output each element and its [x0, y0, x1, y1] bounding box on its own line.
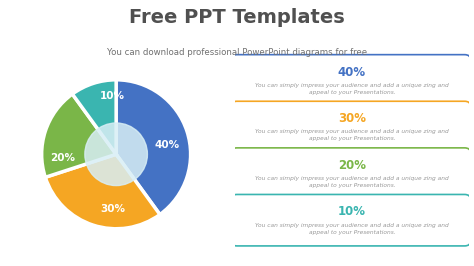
- Wedge shape: [42, 94, 116, 177]
- Text: 40%: 40%: [338, 65, 366, 78]
- Text: 10%: 10%: [338, 205, 366, 218]
- Text: You can simply impress your audience and add a unique zing and
appeal to your Pr: You can simply impress your audience and…: [255, 223, 449, 235]
- Wedge shape: [46, 154, 160, 229]
- Text: 30%: 30%: [338, 112, 366, 125]
- Text: You can simply impress your audience and add a unique zing and
appeal to your Pr: You can simply impress your audience and…: [255, 129, 449, 141]
- Wedge shape: [73, 80, 116, 154]
- Text: You can download professional PowerPoint diagrams for free: You can download professional PowerPoint…: [107, 48, 367, 57]
- FancyBboxPatch shape: [231, 55, 470, 106]
- Text: 20%: 20%: [50, 153, 75, 163]
- FancyBboxPatch shape: [231, 148, 470, 199]
- Text: You can simply impress your audience and add a unique zing and
appeal to your Pr: You can simply impress your audience and…: [255, 176, 449, 188]
- Text: 40%: 40%: [154, 140, 179, 150]
- Circle shape: [85, 123, 147, 186]
- Wedge shape: [116, 80, 191, 215]
- FancyBboxPatch shape: [231, 101, 470, 153]
- Text: Free PPT Templates: Free PPT Templates: [129, 8, 345, 27]
- Text: You can simply impress your audience and add a unique zing and
appeal to your Pr: You can simply impress your audience and…: [255, 83, 449, 95]
- Text: 20%: 20%: [338, 159, 366, 172]
- Text: 30%: 30%: [100, 204, 125, 214]
- Text: 10%: 10%: [100, 91, 125, 101]
- FancyBboxPatch shape: [231, 194, 470, 246]
